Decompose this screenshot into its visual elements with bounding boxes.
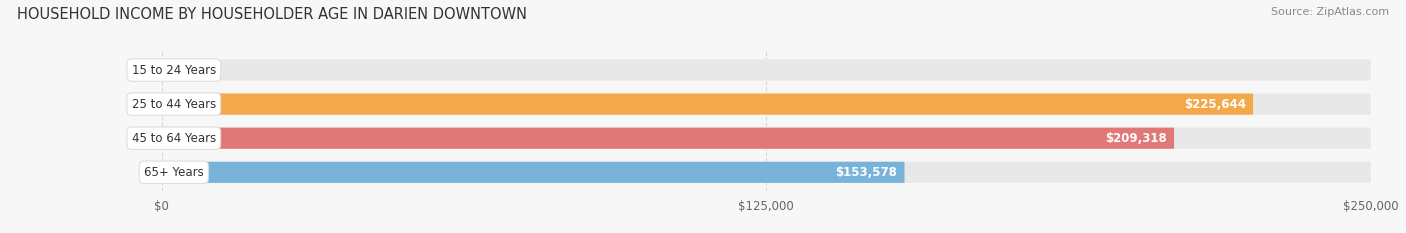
Text: Source: ZipAtlas.com: Source: ZipAtlas.com (1271, 7, 1389, 17)
Text: 65+ Years: 65+ Years (143, 166, 204, 179)
Text: 15 to 24 Years: 15 to 24 Years (132, 64, 217, 76)
Text: HOUSEHOLD INCOME BY HOUSEHOLDER AGE IN DARIEN DOWNTOWN: HOUSEHOLD INCOME BY HOUSEHOLDER AGE IN D… (17, 7, 527, 22)
FancyBboxPatch shape (162, 93, 1371, 115)
FancyBboxPatch shape (162, 93, 1253, 115)
Text: $225,644: $225,644 (1184, 98, 1246, 111)
FancyBboxPatch shape (162, 162, 904, 183)
FancyBboxPatch shape (162, 128, 1174, 149)
FancyBboxPatch shape (162, 128, 1371, 149)
Text: $209,318: $209,318 (1105, 132, 1167, 145)
FancyBboxPatch shape (162, 59, 183, 81)
Text: $0: $0 (188, 64, 204, 76)
FancyBboxPatch shape (162, 162, 1371, 183)
Text: 25 to 44 Years: 25 to 44 Years (132, 98, 217, 111)
Text: 45 to 64 Years: 45 to 64 Years (132, 132, 217, 145)
FancyBboxPatch shape (162, 59, 1371, 81)
Text: $153,578: $153,578 (835, 166, 897, 179)
